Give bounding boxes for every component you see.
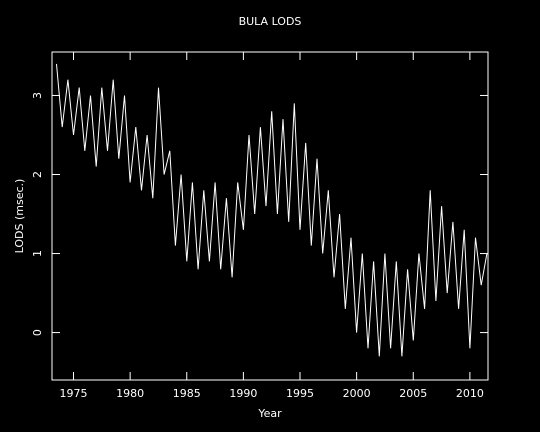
data-line bbox=[56, 63, 488, 357]
y-tick-label: 3 bbox=[31, 92, 44, 99]
x-tick-label: 1980 bbox=[116, 387, 144, 400]
y-axis-label: LODS (msec.) bbox=[13, 179, 26, 254]
x-tick-label: 2010 bbox=[456, 387, 484, 400]
x-tick-label: 1995 bbox=[286, 387, 314, 400]
chart-title: BULA LODS bbox=[239, 15, 302, 28]
x-tick-label: 1975 bbox=[60, 387, 88, 400]
plot-frame bbox=[51, 51, 489, 381]
x-tick-label: 2005 bbox=[399, 387, 427, 400]
x-tick-label: 1985 bbox=[173, 387, 201, 400]
x-tick-label: 2000 bbox=[343, 387, 371, 400]
x-axis-label: Year bbox=[257, 407, 282, 420]
y-tick-label: 1 bbox=[31, 250, 44, 257]
y-tick-label: 0 bbox=[31, 329, 44, 336]
x-tick-label: 1990 bbox=[229, 387, 257, 400]
y-tick-label: 2 bbox=[31, 171, 44, 178]
